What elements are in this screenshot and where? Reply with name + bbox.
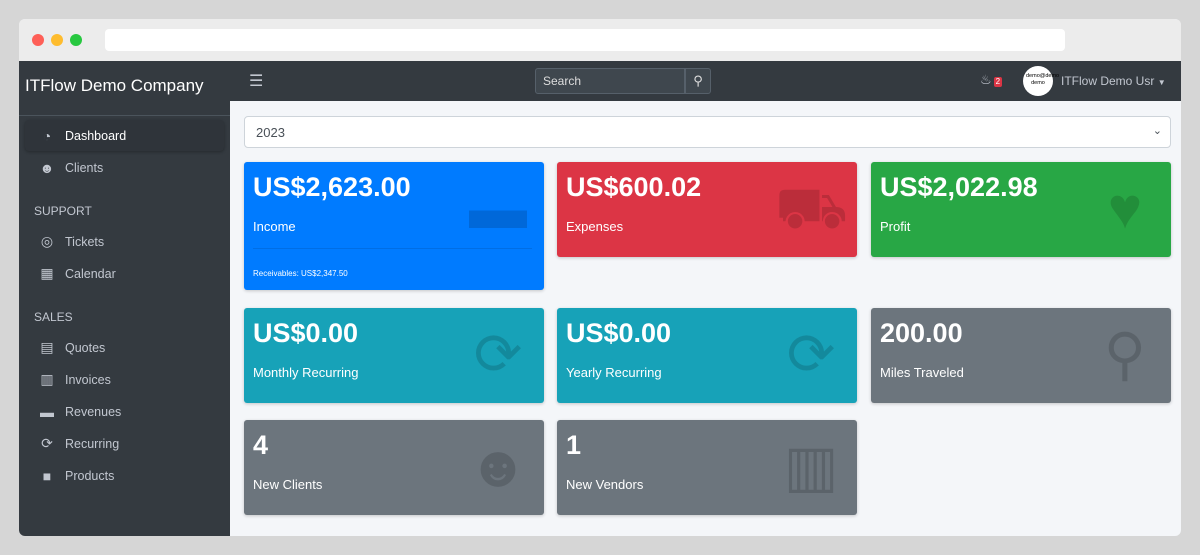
sidebar-item-label: Invoices — [65, 372, 111, 387]
sidebar-item-revenues[interactable]: ▬ Revenues — [25, 396, 224, 427]
stat-card-income[interactable]: US$2,623.00 Income ▬ Receivables: US$2,347.… — [244, 162, 544, 290]
menu-icon[interactable]: ☰ — [249, 73, 264, 90]
sidebar: ITFlow Demo Company ◔ Dashboard ☻ Clients S… — [19, 61, 230, 536]
search-button[interactable]: ⚲ — [685, 68, 711, 94]
sidebar-item-dashboard[interactable]: ◔ Dashboard — [25, 120, 224, 151]
search-icon: ⚲ — [693, 73, 703, 88]
receivables: Receivables: US$2,347.50 — [253, 269, 348, 278]
bell-icon: ♨ — [980, 72, 992, 87]
sidebar-item-label: Quotes — [65, 340, 106, 355]
minimize-dot[interactable] — [51, 34, 63, 46]
shopping-cart-icon: ⛟ — [775, 176, 847, 241]
sidebar-item-products[interactable]: ■ Products — [25, 460, 224, 491]
close-dot[interactable] — [32, 34, 44, 46]
avatar[interactable]: demo@demo demo — [1023, 66, 1059, 96]
box-icon: ■ — [42, 467, 52, 484]
address-bar[interactable] — [105, 29, 1065, 51]
stat-card-expenses[interactable]: US$600.02 Expenses ⛟ — [557, 162, 857, 257]
stat-card-new-vendors[interactable]: 1 New Vendors ▥ — [557, 420, 857, 515]
sidebar-item-label: Dashboard — [65, 128, 127, 143]
brand[interactable]: ITFlow Demo Company — [19, 61, 230, 116]
browser-window: ITFlow Demo Company ◔ Dashboard ☻ Clients S… — [19, 19, 1181, 536]
stat-value: US$0.00 — [253, 318, 359, 348]
users-icon: ☻ — [467, 434, 529, 499]
sales-header: SALES — [34, 310, 73, 324]
notification-badge: 2 — [993, 76, 1003, 87]
user-name: ITFlow Demo Usr — [1061, 74, 1155, 88]
calendar-icon: ▦ — [40, 265, 54, 281]
chevron-down-icon: ⌄ — [1152, 125, 1162, 137]
caret-down-icon: ▼ — [1157, 78, 1166, 87]
stat-label: Income — [253, 219, 296, 234]
stat-value: 200.00 — [880, 318, 963, 348]
credit-card-icon: ▬ — [40, 403, 54, 420]
browser-titlebar — [19, 19, 1181, 61]
route-icon: ⚲ — [1103, 322, 1147, 387]
user-menu[interactable]: ITFlow Demo Usr ▼ — [1061, 74, 1166, 88]
support-header: SUPPORT — [34, 204, 92, 218]
stat-label: New Clients — [253, 477, 323, 492]
stat-value: US$2,022.98 — [880, 172, 1038, 202]
stat-card-yearly-recurring[interactable]: US$0.00 Yearly Recurring ⟳ — [557, 308, 857, 403]
divider — [253, 248, 532, 249]
sidebar-item-tickets[interactable]: ◎ Tickets — [25, 226, 224, 257]
users-icon: ☻ — [39, 159, 55, 176]
stat-card-new-clients[interactable]: 4 New Clients ☻ — [244, 420, 544, 515]
stat-label: Monthly Recurring — [253, 365, 359, 380]
stat-label: Profit — [880, 219, 911, 234]
stat-card-profit[interactable]: US$2,022.98 Profit ♥ — [871, 162, 1171, 257]
stat-value: US$2,623.00 — [253, 172, 411, 202]
tachometer-icon: ◔ — [42, 127, 52, 144]
stat-label: Yearly Recurring — [566, 365, 662, 380]
stat-value: US$0.00 — [566, 318, 672, 348]
sidebar-item-quotes[interactable]: ▤ Quotes — [25, 332, 224, 363]
sidebar-item-invoices[interactable]: ▥ Invoices — [25, 364, 224, 395]
stat-value: 4 — [253, 430, 269, 460]
sidebar-item-label: Tickets — [65, 234, 105, 249]
sync-icon: ⟳ — [473, 322, 523, 387]
stat-label: Expenses — [566, 219, 624, 234]
stat-card-miles-traveled[interactable]: 200.00 Miles Traveled ⚲ — [871, 308, 1171, 403]
sync-icon: ⟳ — [786, 322, 836, 387]
sidebar-item-clients[interactable]: ☻ Clients — [25, 152, 224, 183]
topbar: ☰ Search ⚲ ♨ 2 demo@demo demo ITFlow Dem… — [230, 61, 1181, 101]
stat-value: 1 — [566, 430, 582, 460]
sidebar-item-label: Calendar — [65, 266, 116, 281]
sidebar-item-label: Products — [65, 468, 115, 483]
sidebar-item-label: Revenues — [65, 404, 122, 419]
maximize-dot[interactable] — [70, 34, 82, 46]
year-value: 2023 — [256, 125, 285, 140]
stat-label: New Vendors — [566, 477, 644, 492]
sidebar-item-recurring[interactable]: ⟳ Recurring — [25, 428, 224, 459]
sidebar-item-label: Recurring — [65, 436, 120, 451]
credit-card-icon: ▬ — [469, 176, 527, 241]
year-select[interactable]: 2023 ⌄ — [244, 116, 1171, 148]
sidebar-item-label: Clients — [65, 160, 104, 175]
heart-icon: ♥ — [1107, 176, 1143, 241]
file-icon: ▤ — [40, 339, 54, 355]
sidebar-item-calendar[interactable]: ▦ Calendar — [25, 258, 224, 289]
sync-icon: ⟳ — [41, 435, 53, 451]
stat-label: Miles Traveled — [880, 365, 964, 380]
stat-card-monthly-recurring[interactable]: US$0.00 Monthly Recurring ⟳ — [244, 308, 544, 403]
life-ring-icon: ◎ — [40, 233, 54, 249]
notifications-button[interactable]: ♨ 2 — [980, 72, 1003, 88]
building-icon: ▥ — [783, 434, 839, 499]
invoice-icon: ▥ — [40, 371, 54, 387]
search-input[interactable]: Search — [535, 68, 685, 94]
stat-value: US$600.02 — [566, 172, 702, 202]
